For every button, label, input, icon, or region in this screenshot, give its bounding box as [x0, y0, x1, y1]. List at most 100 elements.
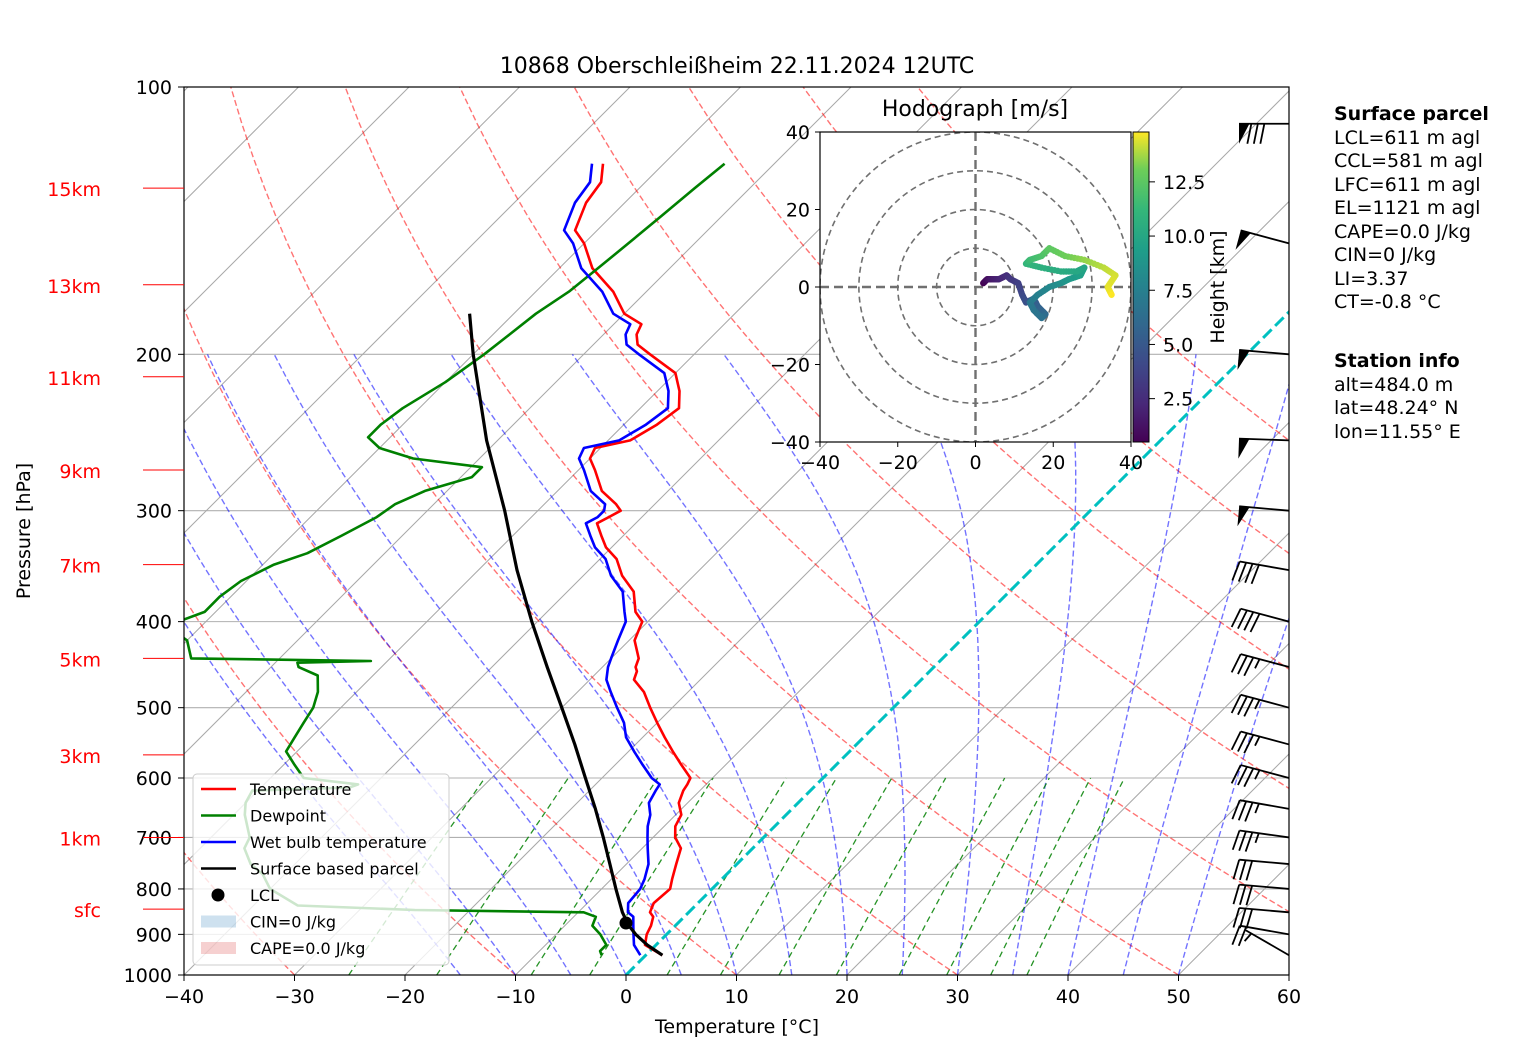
wind-barb-flag [1243, 611, 1255, 631]
mixing-ratio-26 [946, 777, 1050, 975]
wind-barb-flag [1238, 831, 1247, 851]
mixing-ratio-7 [719, 777, 838, 975]
station-info-panel: Station info alt=484.0 m lat=48.24° N lo… [1334, 350, 1461, 444]
x-tick-label: −20 [385, 986, 425, 1008]
y-tick-label: 600 [136, 768, 172, 790]
hodograph-y-tick-label: 20 [786, 200, 810, 222]
legend-entry: CAPE=0.0 J/kg [201, 939, 365, 958]
hodograph-y-tick-label: 0 [798, 277, 810, 299]
x-tick-label: 0 [620, 986, 632, 1008]
x-axis-label: Temperature [°C] [654, 1016, 819, 1038]
colorbar-tick-label: 12.5 [1163, 172, 1205, 194]
surface-parcel-panel: Surface parcel LCL=611 m agl CCL=581 m a… [1334, 103, 1489, 315]
x-tick-label: −40 [164, 986, 204, 1008]
wind-barb-flag [1244, 802, 1254, 822]
legend-swatch-patch [201, 942, 236, 954]
station-info-header: Station info [1334, 350, 1460, 372]
legend-label: Temperature [249, 780, 351, 799]
surface-parcel-li: LI=3.37 [1334, 267, 1409, 290]
wind-barb-flag [1239, 860, 1247, 881]
y-tick-label: 100 [136, 77, 172, 99]
wind-barb-flag [1232, 907, 1241, 928]
wind-barb-half-flag [1254, 658, 1261, 669]
wind-barb-half-flag [1243, 932, 1253, 942]
y-axis-label: Pressure [hPa] [13, 463, 35, 599]
wind-barb-staff [1239, 907, 1290, 914]
wind-barb-flag [1231, 561, 1241, 581]
x-tick-label: 40 [1056, 986, 1080, 1008]
y-tick-label: 900 [136, 924, 172, 946]
surface-parcel-el: EL=1121 m agl [1334, 197, 1481, 219]
moist-adiabat-15 [450, 353, 793, 975]
wind-barb-flag [1244, 832, 1254, 852]
wind-barb-flag [1243, 734, 1255, 754]
wind-barb-flag [1244, 563, 1254, 584]
hodograph: −40 −20 0 20 40 −40 −20 0 20 40 Hodograph [m/s] 2… [770, 97, 1229, 474]
dry-adiabat-50 [344, 87, 1179, 975]
legend-entry: Wet bulb temperature [201, 833, 427, 852]
hodograph-title: Hodograph [m/s] [882, 97, 1068, 122]
wind-barb-pennant [1237, 506, 1250, 527]
legend-entry: CIN=0 J/kg [201, 913, 336, 932]
wind-barb [1230, 693, 1290, 717]
moist-adiabat-50 [1177, 616, 1289, 975]
y-tick-label: 500 [136, 698, 172, 720]
legend-entry: LCL [211, 886, 279, 905]
x-tick-label: 50 [1166, 986, 1190, 1008]
wind-barb-staff [1239, 858, 1290, 865]
wind-barb-staff [1239, 883, 1290, 890]
legend-entry: Surface based parcel [201, 860, 419, 879]
wind-barb-flag [1232, 884, 1241, 905]
legend-box [192, 773, 450, 966]
legend-label: CAPE=0.0 J/kg [250, 939, 365, 958]
height-label-1km: 1km [59, 828, 101, 850]
isotherm-10 [736, 421, 1289, 975]
height-label-sfc: sfc [74, 900, 101, 922]
mixing-ratio-14 [835, 777, 947, 975]
legend-swatch-patch [201, 915, 236, 928]
wind-barb-pennant [1235, 230, 1251, 250]
wind-barb-flag [1252, 123, 1259, 144]
wind-barb-staff [1240, 693, 1290, 709]
colorbar [1132, 131, 1150, 443]
wind-barb-flag [1230, 653, 1242, 673]
wind-barb-flag [1245, 885, 1254, 906]
y-tick-label: 200 [136, 344, 172, 366]
x-tick-label: −10 [495, 986, 535, 1008]
moist-adiabat-30 [899, 353, 980, 975]
moist-adiabat-25 [723, 353, 906, 975]
wind-barb-staff [1240, 730, 1290, 746]
wind-barb-staff [1239, 799, 1290, 810]
isotherm--100 [184, 87, 410, 313]
wind-barb [1230, 730, 1290, 754]
wind-barb-pennant [1237, 349, 1250, 370]
height-label-11km: 11km [47, 368, 101, 390]
hodograph-x-tick-label: 20 [1041, 452, 1065, 474]
colorbar-tick-label: 7.5 [1163, 280, 1193, 302]
wind-barb-staff [1239, 924, 1290, 936]
wind-barb [1230, 764, 1290, 788]
wind-barb-flag [1237, 800, 1247, 821]
wind-barb-half-flag [1254, 769, 1261, 780]
wind-barb [1238, 437, 1290, 459]
height-label-9km: 9km [59, 461, 101, 483]
height-label-13km: 13km [47, 276, 101, 298]
moist-adiabat-40 [1067, 354, 1197, 975]
wind-barb-flag [1243, 657, 1255, 677]
isotherm-20 [846, 532, 1289, 975]
wet-bulb-line [562, 163, 670, 956]
surface-parcel-ct: CT=-0.8 °C [1334, 291, 1441, 313]
surface-parcel-cape: CAPE=0.0 J/kg [1334, 220, 1471, 243]
zero-isotherm [624, 309, 1289, 975]
mixing-ratio-2 [530, 777, 659, 975]
wind-barb-flag [1237, 926, 1247, 947]
wind-barb-flag [1250, 564, 1260, 585]
wind-barb [1239, 122, 1289, 144]
wind-barb-flag [1230, 731, 1242, 751]
wind-barb [1237, 349, 1290, 370]
wind-barb-staff [1240, 764, 1290, 779]
hodograph-x-tick-label: 0 [969, 452, 981, 474]
wind-barb-staff [1245, 929, 1290, 956]
legend-label: CIN=0 J/kg [250, 913, 336, 932]
wind-barb-flag [1237, 766, 1248, 786]
